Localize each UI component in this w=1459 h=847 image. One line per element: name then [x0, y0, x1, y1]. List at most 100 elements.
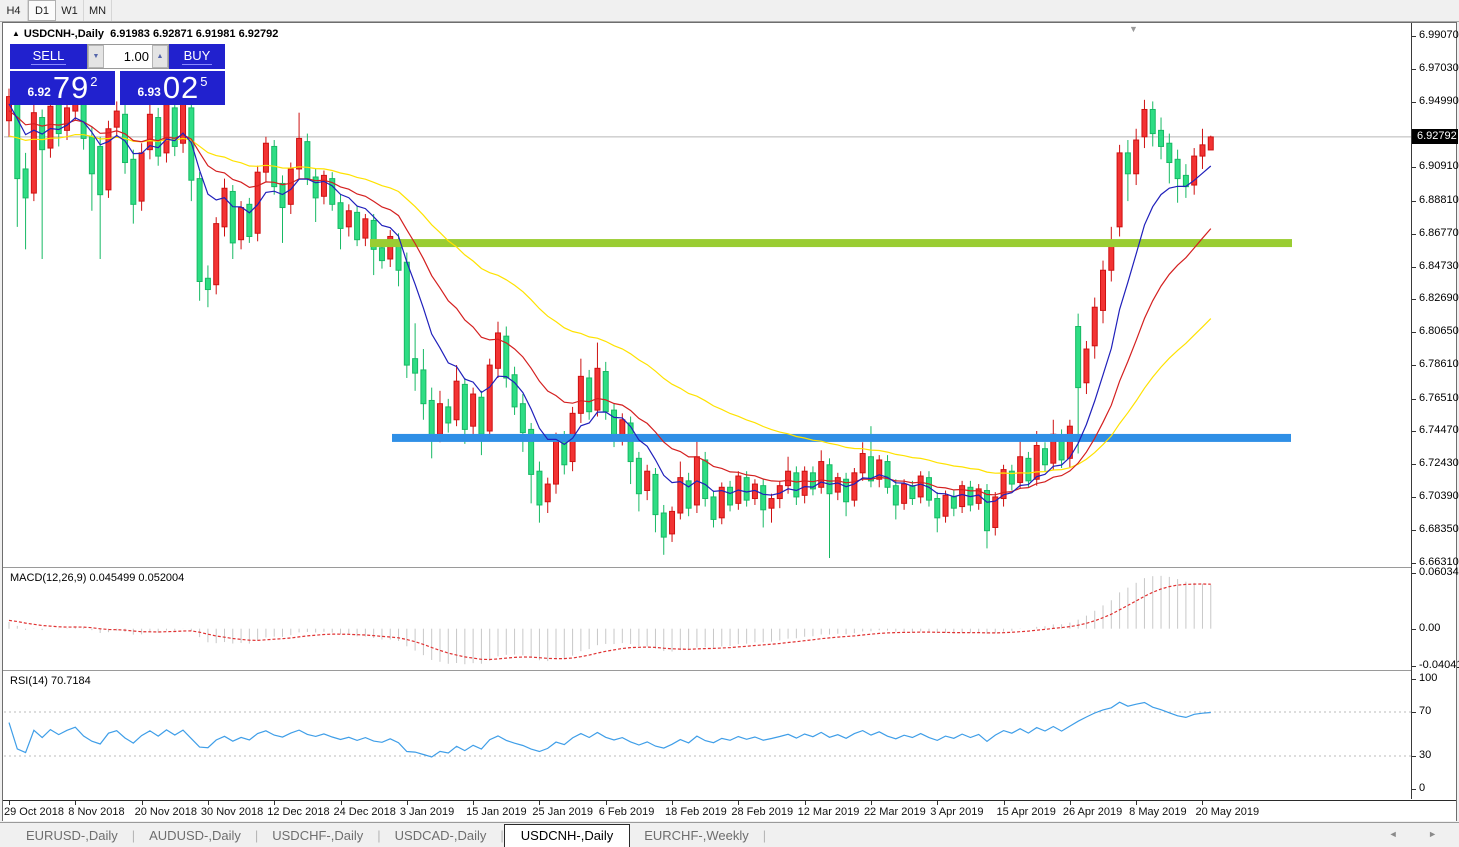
price-axis-label: 6.88810 [1412, 194, 1459, 206]
date-tick [340, 801, 342, 805]
sell-price-small: 6.92 [27, 85, 51, 99]
date-tick [1202, 801, 1204, 805]
date-tick [207, 801, 209, 805]
pane-separator[interactable] [3, 567, 1456, 569]
chart-tab-eurchf[interactable]: EURCHF-,Weekly [644, 828, 749, 843]
price-axis-label: 6.97030 [1412, 62, 1459, 74]
date-label: 8 May 2019 [1129, 806, 1187, 818]
date-label: 12 Dec 2018 [267, 806, 330, 818]
date-label: 8 Nov 2018 [68, 806, 125, 818]
chart-title-ohlc: 6.91983 6.92871 6.91981 6.92792 [110, 28, 279, 40]
sell-quote[interactable]: 6.92 79 2 [10, 71, 115, 105]
macd-pane-canvas[interactable] [4, 569, 1411, 670]
date-label: 28 Feb 2019 [731, 806, 794, 818]
date-label: 3 Apr 2019 [930, 806, 984, 818]
price-axis-label: 6.74470 [1412, 424, 1459, 436]
date-axis[interactable]: 29 Oct 2018 8 Nov 2018 20 Nov 2018 30 Nov 2… [3, 800, 1456, 821]
tab-scroll-arrows[interactable]: ◄ ► [1388, 829, 1451, 839]
buy-price-sup: 5 [200, 74, 208, 89]
tab-separator: | [762, 828, 767, 843]
price-axis-label: 6.66310 [1412, 556, 1459, 568]
price-axis-label: 6.94990 [1412, 95, 1459, 107]
date-tick [1069, 801, 1071, 805]
date-tick [473, 801, 475, 805]
date-tick [870, 801, 872, 805]
macd-label: MACD(12,26,9) 0.045499 0.052004 [10, 572, 185, 584]
date-label: 18 Feb 2019 [665, 806, 727, 818]
timeframe-toolbar: H4 D1 W1 MN [0, 0, 1459, 22]
date-label: 15 Apr 2019 [996, 806, 1056, 818]
date-label: 12 Mar 2019 [797, 806, 860, 818]
date-label: 30 Nov 2018 [200, 806, 264, 818]
date-tick [1136, 801, 1138, 805]
chart-title: ▲ USDCNH-,Daily 6.91983 6.92871 6.91981 6… [12, 28, 278, 40]
price-axis-label: 6.99070 [1412, 29, 1459, 41]
price-axis-label: 6.76510 [1412, 392, 1459, 404]
rsi-axis-label: 100 [1412, 672, 1437, 684]
date-label: 15 Jan 2019 [466, 806, 527, 818]
tab-separator: | [254, 828, 259, 843]
buy-button-label: BUY [181, 48, 213, 65]
tab-separator: | [377, 828, 381, 843]
price-axis-label: 6.72430 [1412, 457, 1459, 469]
macd-axis-label: 0.00 [1412, 622, 1440, 634]
date-label: 20 May 2019 [1195, 806, 1260, 818]
date-label: 24 Dec 2018 [333, 806, 396, 818]
timeframe-button-mn[interactable]: MN [84, 0, 112, 21]
timeframe-button-d1[interactable]: D1 [28, 0, 56, 21]
sell-button[interactable]: SELL [10, 44, 87, 69]
chart-tab-eurusd[interactable]: EURUSD-,Daily [26, 828, 118, 843]
chart-tab-audusd[interactable]: AUDUSD-,Daily [149, 828, 241, 843]
macd-axis-label: -0.040415 [1412, 659, 1459, 671]
price-axis[interactable]: 6.99070 6.97030 6.94990 6.90910 6.88810 6.867… [1411, 23, 1459, 799]
rsi-axis-label: 30 [1412, 749, 1431, 761]
macd-axis-label: 0.060342 [1412, 566, 1459, 578]
chart-title-symbol: USDCNH-,Daily [23, 28, 104, 40]
volume-input[interactable] [104, 45, 152, 68]
price-axis-label: 6.78610 [1412, 358, 1459, 370]
date-tick [274, 801, 276, 805]
current-price-label: 6.92792 [1412, 128, 1458, 144]
rsi-axis-label: 0 [1412, 782, 1425, 794]
chart-tab-bar: EURUSD-,Daily | AUDUSD-,Daily | USDCHF-,Dail… [0, 822, 1459, 847]
date-tick [406, 801, 408, 805]
volume-stepper: ▼ ▲ [87, 44, 169, 69]
chart-tab-usdcad[interactable]: USDCAD-,Daily [394, 828, 487, 843]
date-label: 25 Jan 2019 [532, 806, 593, 818]
timeframe-button-h4[interactable]: H4 [0, 0, 28, 21]
date-label: 29 Oct 2018 [4, 806, 64, 818]
date-tick [937, 801, 939, 805]
rsi-label: RSI(14) 70.7184 [10, 675, 91, 687]
date-label: 6 Feb 2019 [598, 806, 655, 818]
chart-tab-usdcnh[interactable]: USDCNH-,Daily [503, 824, 631, 847]
chart-tab-usdchf[interactable]: USDCHF-,Daily [272, 828, 364, 843]
main-chart-canvas[interactable] [4, 25, 1411, 567]
date-tick [539, 801, 541, 805]
volume-down-icon[interactable]: ▼ [88, 45, 104, 68]
date-tick [804, 801, 806, 805]
volume-up-icon[interactable]: ▲ [152, 45, 168, 68]
date-label: 3 Jan 2019 [399, 806, 455, 818]
date-tick [672, 801, 674, 805]
sell-button-label: SELL [30, 48, 67, 65]
rsi-pane-canvas[interactable] [4, 672, 1411, 800]
price-axis-label: 6.90910 [1412, 160, 1459, 172]
price-axis-label: 6.70390 [1412, 490, 1459, 502]
date-label: 22 Mar 2019 [863, 806, 926, 818]
buy-quote[interactable]: 6.93 02 5 [120, 71, 225, 105]
date-label: 20 Nov 2018 [134, 806, 197, 818]
collapse-panel-icon[interactable]: ▲ [12, 29, 20, 38]
pane-separator[interactable] [3, 670, 1456, 672]
timeframe-button-w1[interactable]: W1 [56, 0, 84, 21]
date-tick [75, 801, 77, 805]
scroll-to-end-icon[interactable]: ▼ [1129, 24, 1138, 34]
date-tick [9, 801, 10, 805]
date-tick [141, 801, 143, 805]
price-axis-label: 6.68350 [1412, 523, 1459, 535]
date-tick [605, 801, 607, 805]
buy-button[interactable]: BUY [169, 44, 225, 69]
date-tick [738, 801, 740, 805]
price-axis-label: 6.82690 [1412, 292, 1459, 304]
